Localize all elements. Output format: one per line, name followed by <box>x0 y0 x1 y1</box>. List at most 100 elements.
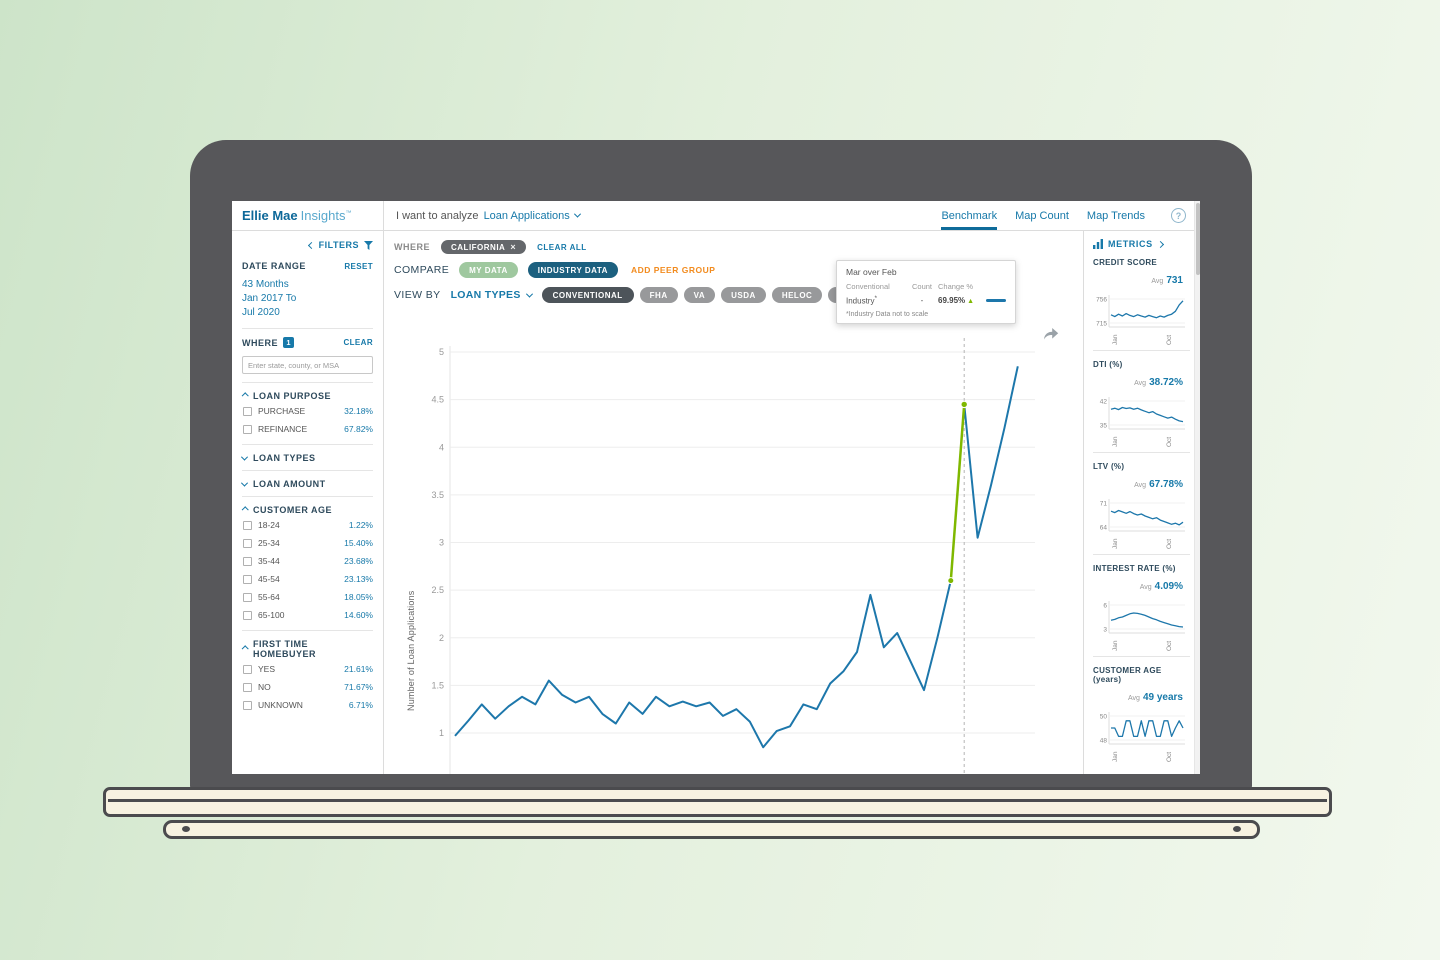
filter-item: 45-54 23.13% <box>242 571 373 587</box>
add-peer-group-button[interactable]: ADD PEER GROUP <box>630 265 716 275</box>
svg-text:2: 2 <box>439 633 444 643</box>
analyze-selector[interactable]: I want to analyze Loan Applications <box>384 209 581 222</box>
california-chip-label: CALIFORNIA <box>451 242 506 252</box>
filter-group-header[interactable]: LOAN AMOUNT <box>240 479 373 489</box>
filter-group-header[interactable]: LOAN TYPES <box>240 453 373 463</box>
filter-item-value: 71.67% <box>344 682 373 692</box>
view-by-label: VIEW BY <box>394 289 441 301</box>
tooltip-change-value: 69.95% ▲ <box>938 295 975 305</box>
date-range-values: 43 Months Jan 2017 To Jul 2020 <box>242 278 373 320</box>
svg-text:3: 3 <box>1103 627 1107 634</box>
svg-text:4: 4 <box>439 442 444 452</box>
checkbox[interactable] <box>243 520 252 530</box>
my-data-chip[interactable]: MY DATA <box>459 262 518 278</box>
metric-sparkline: 42 35 Jan Oct <box>1100 397 1185 447</box>
where-clear-button[interactable]: CLEAR <box>343 338 373 347</box>
metric-sparkline: 756 715 Jan Oct <box>1096 295 1185 345</box>
where-search-input[interactable] <box>242 356 373 374</box>
nav-benchmark[interactable]: Benchmark <box>941 201 998 230</box>
checkbox[interactable] <box>243 574 252 584</box>
help-icon[interactable]: ? <box>1171 208 1186 223</box>
filter-item: PURCHASE 32.18% <box>242 403 373 419</box>
filter-item-label: YES <box>258 664 276 674</box>
laptop-foot-left <box>182 826 190 832</box>
top-nav: Benchmark Map Count Map Trends <box>941 201 1145 230</box>
filter-item: REFINANCE 67.82% <box>242 421 373 437</box>
filter-item-label: UNKNOWN <box>258 700 303 710</box>
laptop-base <box>103 787 1332 817</box>
filter-group-title: LOAN AMOUNT <box>253 479 326 489</box>
chart-tooltip: Mar over Feb Conventional Count Change %… <box>836 260 1016 324</box>
chevron-down-icon <box>240 453 249 461</box>
where-toolbar-label: WHERE <box>394 242 430 252</box>
filter-item-label: 18-24 <box>258 520 280 530</box>
loan-type-chip-conventional[interactable]: CONVENTIONAL <box>541 287 634 303</box>
chevron-left-icon <box>307 241 315 249</box>
metric-avg-value: 49 years <box>1142 692 1183 703</box>
checkbox[interactable] <box>243 682 252 692</box>
checkbox[interactable] <box>243 664 252 674</box>
filter-item-label: 25-34 <box>258 538 280 548</box>
filter-group-header[interactable]: LOAN PURPOSE <box>241 391 373 401</box>
date-range-to: Jul 2020 <box>242 307 280 318</box>
where-count-badge: 1 <box>283 337 294 348</box>
svg-text:42: 42 <box>1100 399 1108 406</box>
app-body: FILTERS DATE RANGE RESET 43 Months Jan 2… <box>232 231 1200 774</box>
filter-item-label: NO <box>258 682 271 692</box>
metric-avg-label: Avg <box>1151 278 1164 285</box>
metric-sparkline: 6 3 Jan Oct <box>1103 601 1185 651</box>
filter-group-header[interactable]: CUSTOMER AGE <box>241 505 373 515</box>
scrollbar-thumb[interactable] <box>1196 203 1200 275</box>
filter-group: FIRST TIME HOMEBUYER YES 21.61% NO 71.67% UNK… <box>241 630 373 720</box>
svg-text:2.5: 2.5 <box>431 585 444 595</box>
loan-type-chip-heloc[interactable]: HELOC <box>771 287 823 303</box>
metrics-blocks: CREDIT SCORE Avg 731 756 715 Jan Oct DTI (%) Avg… <box>1093 249 1190 767</box>
filters-collapse[interactable]: FILTERS <box>242 237 373 253</box>
nav-map-trends[interactable]: Map Trends <box>1086 209 1145 222</box>
share-button[interactable] <box>1042 326 1062 344</box>
loan-type-chip-usda[interactable]: USDA <box>721 287 766 303</box>
filter-item: NO 71.67% <box>242 679 373 695</box>
tooltip-footnote: *Industry Data not to scale <box>846 310 929 318</box>
metric-block: LTV (%) Avg 67.78% 71 64 Jan Oct <box>1093 453 1190 555</box>
filter-item: YES 21.61% <box>242 661 373 677</box>
industry-data-chip[interactable]: INDUSTRY DATA <box>527 262 618 278</box>
metrics-header[interactable]: METRICS <box>1093 239 1190 249</box>
date-range-duration: 43 Months <box>242 279 289 290</box>
close-icon[interactable]: × <box>510 242 517 252</box>
california-filter-chip[interactable]: CALIFORNIA × <box>441 240 527 254</box>
loan-type-chip-fha[interactable]: FHA <box>639 287 678 303</box>
svg-text:Jan: Jan <box>1112 334 1119 345</box>
checkbox[interactable] <box>243 538 252 548</box>
reset-button[interactable]: RESET <box>344 261 373 271</box>
app-header: Ellie Mae Insights™ I want to analyze Lo… <box>232 201 1200 231</box>
checkbox[interactable] <box>243 556 252 566</box>
footnote-marker: * <box>874 295 878 302</box>
metrics-rail: METRICS CREDIT SCORE Avg 731 756 715 Jan Oct DT… <box>1083 231 1200 774</box>
loan-type-chip-va[interactable]: VA <box>683 287 716 303</box>
nav-map-count[interactable]: Map Count <box>1015 209 1069 222</box>
checkbox[interactable] <box>243 406 252 416</box>
clear-all-button[interactable]: CLEAR ALL <box>537 242 587 252</box>
checkbox[interactable] <box>243 700 252 710</box>
filter-item-label: REFINANCE <box>258 424 308 434</box>
metric-sparkline: 71 64 Jan Oct <box>1100 499 1185 549</box>
metric-avg-value: 4.09% <box>1154 581 1183 592</box>
filter-item: 18-24 1.22% <box>242 517 373 533</box>
metric-sparkline: 50 48 Jan Oct <box>1100 712 1185 762</box>
view-by-selector[interactable]: LOAN TYPES <box>451 289 533 301</box>
filter-group: LOAN PURPOSE PURCHASE 32.18% REFINANCE 67.82… <box>241 382 373 444</box>
checkbox[interactable] <box>243 610 252 620</box>
chevron-down-icon <box>525 290 533 298</box>
filter-group-header[interactable]: FIRST TIME HOMEBUYER <box>241 639 373 659</box>
checkbox[interactable] <box>243 592 252 602</box>
tooltip-count-header: Count <box>911 282 932 291</box>
metric-title: DTI (%) <box>1093 360 1123 369</box>
svg-text:50: 50 <box>1100 714 1108 721</box>
filter-item-label: 55-64 <box>258 592 280 602</box>
metric-avg-label: Avg <box>1128 695 1140 702</box>
logo-secondary: Insights™ <box>300 208 352 223</box>
analyze-label: I want to analyze <box>396 209 479 222</box>
laptop-stand <box>163 820 1260 839</box>
checkbox[interactable] <box>243 424 252 434</box>
